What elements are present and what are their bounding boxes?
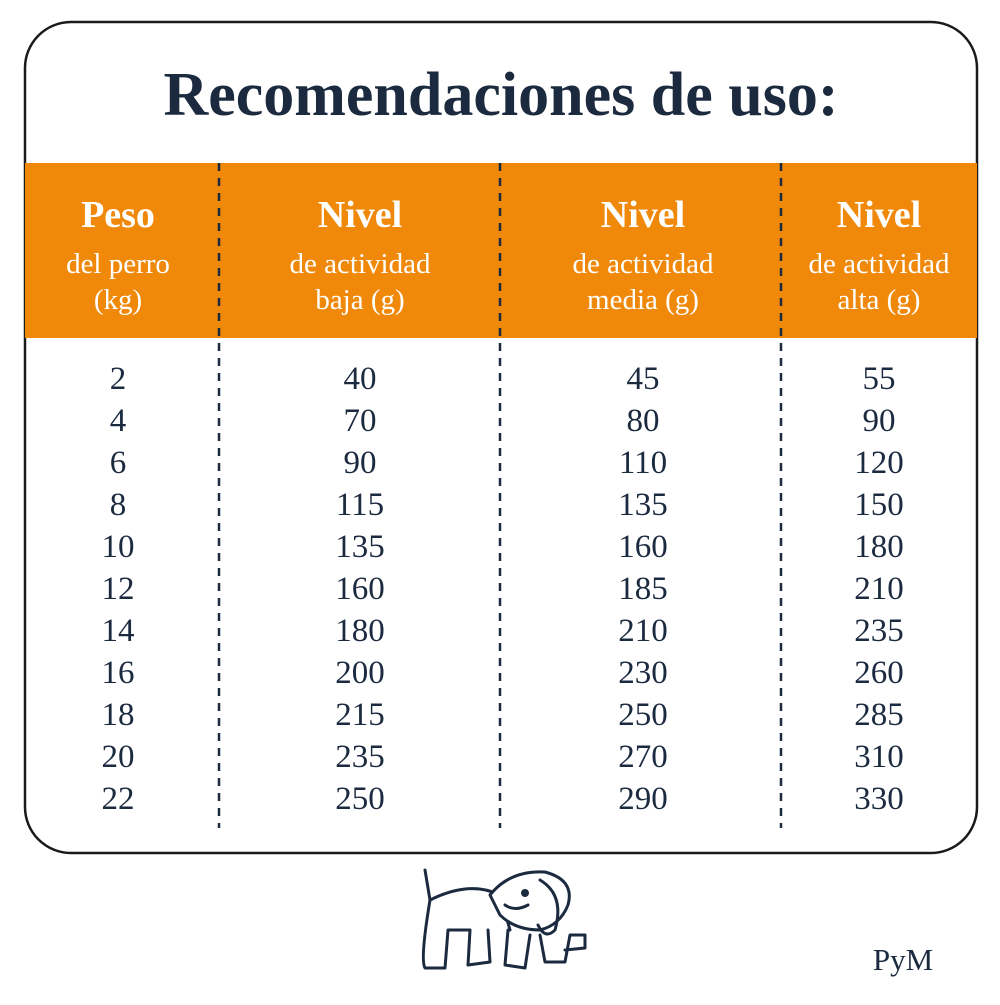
- column-head: Peso: [81, 194, 155, 236]
- table-cell: 250: [618, 697, 668, 733]
- table-cell: 135: [618, 487, 668, 523]
- table-cell: 215: [335, 697, 385, 733]
- column-subhead: (kg): [94, 284, 142, 316]
- column-head: Nivel: [601, 194, 685, 236]
- table-cell: 40: [344, 361, 377, 397]
- table-cell: 80: [627, 403, 660, 439]
- table-cell: 4: [110, 403, 127, 439]
- table-cell: 210: [618, 613, 668, 649]
- column-head: Nivel: [837, 194, 921, 236]
- table-cell: 310: [854, 739, 904, 775]
- table-cell: 55: [863, 361, 896, 397]
- table-cell: 18: [102, 697, 135, 733]
- table-cell: 330: [854, 781, 904, 817]
- column-subhead: baja (g): [315, 284, 404, 316]
- table-cell: 180: [854, 529, 904, 565]
- table-cell: 45: [627, 361, 660, 397]
- table-cell: 20: [102, 739, 135, 775]
- dog-logo: [421, 868, 587, 970]
- table-cell: 235: [335, 739, 385, 775]
- table-cell: 90: [863, 403, 896, 439]
- table-cell: 200: [335, 655, 385, 691]
- column-subhead: de actividad: [809, 248, 950, 280]
- table-cell: 260: [854, 655, 904, 691]
- table-cell: 14: [102, 613, 135, 649]
- table-cell: 230: [618, 655, 668, 691]
- table-cell: 115: [336, 487, 384, 523]
- column-subhead: de actividad: [573, 248, 714, 280]
- table-cell: 110: [619, 445, 667, 481]
- table-cell: 270: [618, 739, 668, 775]
- table-cell: 160: [335, 571, 385, 607]
- table-cell: 235: [854, 613, 904, 649]
- table-cell: 290: [618, 781, 668, 817]
- table-cell: 185: [618, 571, 668, 607]
- table-cell: 70: [344, 403, 377, 439]
- table-cell: 8: [110, 487, 127, 523]
- column-subhead: alta (g): [838, 284, 921, 316]
- table-cell: 90: [344, 445, 377, 481]
- title: Recomendaciones de uso:: [163, 61, 838, 129]
- table-cell: 150: [854, 487, 904, 523]
- table-cell: 285: [854, 697, 904, 733]
- column-dividers: [217, 163, 783, 828]
- table-cell: 12: [102, 571, 135, 607]
- column-subhead: media (g): [587, 284, 699, 316]
- table-cell: 22: [102, 781, 135, 817]
- table-cell: 210: [854, 571, 904, 607]
- column-subhead: del perro: [66, 248, 170, 280]
- table-cell: 135: [335, 529, 385, 565]
- table-cell: 120: [854, 445, 904, 481]
- table-cell: 16: [102, 655, 135, 691]
- column-subhead: de actividad: [290, 248, 431, 280]
- column-head: Nivel: [318, 194, 402, 236]
- table-cell: 10: [102, 529, 135, 565]
- table-cell: 160: [618, 529, 668, 565]
- table-cell: 250: [335, 781, 385, 817]
- brand: PyM: [873, 942, 933, 977]
- table-cell: 6: [110, 445, 127, 481]
- header-band: [25, 163, 977, 338]
- table-cell: 2: [110, 361, 127, 397]
- table-cell: 180: [335, 613, 385, 649]
